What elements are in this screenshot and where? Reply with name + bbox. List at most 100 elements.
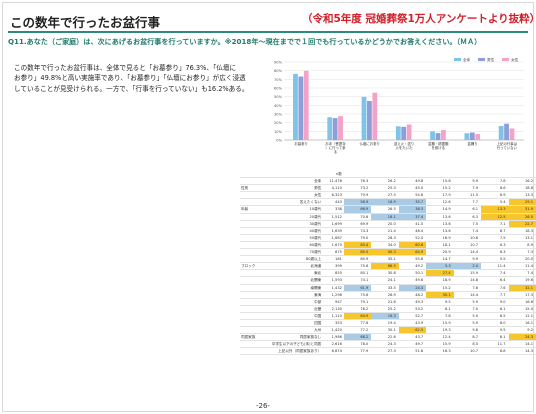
table-cell: 64.9 xyxy=(398,248,427,257)
row-label: 40歳代 xyxy=(270,227,325,235)
row-label: 北関東 xyxy=(270,276,325,285)
table-cell: 6.3 xyxy=(481,241,509,250)
row-n: 1,699 xyxy=(324,220,344,228)
x-tick-label: 仏壇にお参り xyxy=(360,141,380,146)
table-row: 全体 11,476 76.3 26.2 49.8 15.8 9.9 7.8 16.2 xyxy=(240,177,536,186)
table-cell: 61.9 xyxy=(343,284,372,292)
crosstab-table: n数 全体 11,476 76.3 26.2 49.8 15.8 9.9 7.8 16.2 性別 男性… xyxy=(240,171,536,356)
row-group-label xyxy=(240,198,271,207)
row-label: 20歳代 xyxy=(270,213,325,221)
row-label: 50歳代 xyxy=(270,234,325,242)
row-label: 30歳代 xyxy=(270,220,325,228)
x-tick-label: 火をたいた xyxy=(396,145,414,150)
bar xyxy=(406,124,412,140)
row-group-label xyxy=(240,213,271,221)
table-cell: 19.6 xyxy=(508,276,536,285)
table-header-cell: n数 xyxy=(324,171,344,179)
table-cell: 33.5 xyxy=(371,284,399,292)
table-cell: 7.3 xyxy=(508,248,536,257)
table-header-cell xyxy=(426,171,454,179)
row-label: 四国 xyxy=(270,319,325,328)
table-cell: 11.7 xyxy=(481,340,509,349)
table-cell: 11.4 xyxy=(508,262,536,271)
table-cell: 19.3 xyxy=(426,326,454,335)
table-cell: 31.9 xyxy=(508,205,536,214)
row-n: 2,130 xyxy=(324,305,344,313)
table-cell: 14.1 xyxy=(508,340,536,349)
summary-line: していることが見受けられる。一方で、「行事を行っていない」も16.2%ある。 xyxy=(14,84,249,93)
table-header-row: n数 xyxy=(240,171,536,179)
x-tick-label: お墓参り xyxy=(294,141,308,146)
table-cell: 27.5 xyxy=(371,191,399,200)
row-group-label xyxy=(240,347,271,356)
table-cell: 77.6 xyxy=(343,319,372,328)
summary-line: この数年で行ったお盆行事は、全体で見ると「お墓参り」76.3%、「仏壇に xyxy=(14,64,237,72)
bar xyxy=(464,133,470,140)
table-cell: 9.9 xyxy=(453,255,482,264)
table-cell: 56.9 xyxy=(343,198,372,207)
row-group-label xyxy=(240,284,271,292)
table-row: 東海 1,298 75.6 28.9 48.2 30.1 14.4 7.7 17.3 xyxy=(240,291,536,299)
row-n: 1,986 xyxy=(324,333,344,342)
table-cell: 26.2 xyxy=(371,177,399,186)
table-cell: 14.7 xyxy=(426,255,454,264)
summary-text: この数年で行ったお盆行事は、全体で見ると「お墓参り」76.3%、「仏壇に お参り… xyxy=(14,63,249,94)
row-n: 4,110 xyxy=(324,184,344,193)
table-cell: 7.6 xyxy=(481,284,509,292)
table-cell: 73.2 xyxy=(343,184,372,193)
row-label: 男性 xyxy=(270,184,325,193)
table-cell: 77.2 xyxy=(343,326,372,335)
legend-swatch xyxy=(502,58,509,61)
table-cell: 12.5 xyxy=(481,213,509,221)
legend-label: 男性 xyxy=(487,57,495,62)
table-cell: 25.2 xyxy=(371,305,399,313)
table-cell: 80.1 xyxy=(343,269,372,278)
row-label: 80歳以上 xyxy=(270,255,325,264)
question-text: Q11.あなた（ご家庭）は、次にあげるお盆行事を行っていますか。※2018年～現… xyxy=(8,37,482,46)
x-tick-label: お寺（菩提寺 xyxy=(325,141,346,146)
x-tick-label: 行っていない xyxy=(497,145,518,150)
table-cell: 40.3 xyxy=(371,248,399,257)
table-cell: 25.3 xyxy=(371,184,399,193)
table-cell: 18.8 xyxy=(508,184,536,193)
bar xyxy=(509,128,515,140)
table-cell: 7.7 xyxy=(481,291,509,299)
row-group-label xyxy=(240,234,271,242)
table-row: 50歳代 1,687 79.0 28.3 52.0 16.9 10.6 7.5 13.1 xyxy=(240,234,536,242)
table-cell: 16.9 xyxy=(371,198,399,207)
table-cell: 10.6 xyxy=(453,234,482,242)
row-n: 1,593 xyxy=(324,276,344,285)
table-cell: 60.6 xyxy=(398,241,427,250)
table-row: 中部 947 79.1 21.6 49.3 9.5 5.9 9.0 16.6 xyxy=(240,298,536,306)
table-row: 性別 男性 4,110 73.2 25.3 45.0 15.2 7.9 8.6 18.8 xyxy=(240,184,536,193)
y-tick-label: 0% xyxy=(276,139,282,143)
table-cell: 8.1 xyxy=(426,305,454,313)
bar xyxy=(430,131,435,140)
table-cell: 8.7 xyxy=(481,227,509,235)
table-cell: 26.0 xyxy=(508,213,536,221)
y-tick-label: 10% xyxy=(274,130,283,134)
table-cell: 24.3 xyxy=(371,340,399,349)
row-group-label xyxy=(240,255,271,264)
table-cell: 6.5 xyxy=(481,312,509,320)
table-cell: 24.1 xyxy=(371,276,399,285)
table-cell: 76.3 xyxy=(343,177,372,186)
table-row: 60歳代 1,670 83.4 34.0 60.6 18.1 10.7 6.3 8.9 xyxy=(240,241,536,250)
table-cell: 15.9 xyxy=(453,269,482,278)
table-cell: 7.4 xyxy=(508,269,536,278)
table-cell: 19.4 xyxy=(371,319,399,328)
row-label: 上記以外（同居家族あり） xyxy=(270,347,325,356)
row-group-label xyxy=(240,276,271,285)
table-cell: 74.3 xyxy=(343,227,372,235)
table-cell: 70.6 xyxy=(343,213,372,221)
table-cell: 85.0 xyxy=(343,248,372,257)
table-cell: 13.6 xyxy=(426,213,454,221)
y-tick-label: 30% xyxy=(274,113,283,117)
table-cell: 78.0 xyxy=(343,340,372,349)
row-label: 南関東 xyxy=(270,284,325,292)
row-group-label xyxy=(240,326,271,335)
table-row: 北関東 1,593 74.1 24.1 49.6 18.9 14.8 6.4 19.6 xyxy=(240,276,536,285)
x-tick-label: 迎え火・送り xyxy=(394,141,414,146)
bar xyxy=(298,76,304,140)
table-row: 年齢 10歳代 338 66.9 26.5 38.3 14.9 6.1 13.3 31.9 xyxy=(240,205,536,214)
